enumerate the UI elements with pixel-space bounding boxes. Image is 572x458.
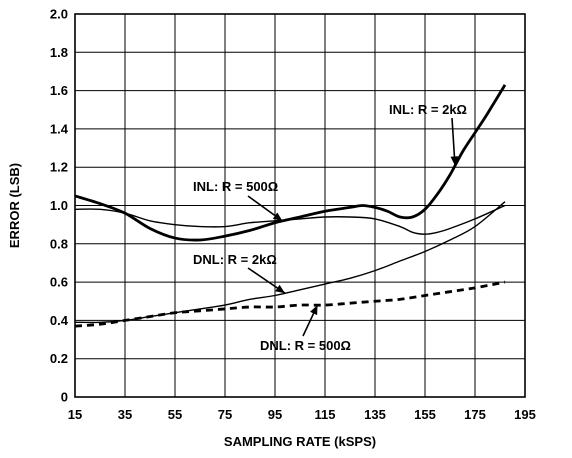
x-tick-label: 155	[414, 407, 436, 422]
series-line-1	[74, 84, 507, 242]
y-tick-label: 1.8	[50, 45, 68, 60]
annotation-arrowhead	[310, 305, 318, 316]
y-tick-label: 1.4	[50, 121, 69, 136]
x-axis-title: SAMPLING RATE (kSPS)	[224, 434, 376, 449]
y-tick-label: 1.0	[50, 198, 68, 213]
y-tick-label: 0	[61, 390, 68, 405]
annotation-label: DNL: R = 500Ω	[260, 338, 351, 353]
y-tick-label: 1.6	[50, 83, 68, 98]
x-tick-label: 175	[464, 407, 486, 422]
x-tick-label: 115	[315, 407, 336, 422]
x-tick-labels: 15 35 55 75 95 115 135 155 175 195	[68, 407, 536, 422]
x-tick-label: 75	[218, 407, 232, 422]
annotation-label: INL: R = 2kΩ	[389, 102, 467, 117]
series-line-4	[74, 280, 506, 328]
y-tick-label: 0.4	[50, 313, 69, 328]
x-tick-label: 195	[514, 407, 536, 422]
series-line-2	[74, 204, 506, 235]
y-tick-label: 0.2	[50, 351, 68, 366]
x-tick-label: 15	[68, 407, 82, 422]
y-tick-label: 0.6	[50, 275, 68, 290]
y-axis-title: ERROR (LSB)	[7, 163, 22, 248]
y-tick-labels: 0 0.2 0.4 0.6 0.8 1.0 1.2 1.4 1.6 1.8 2.0	[50, 7, 69, 405]
annotations: INL: R = 2kΩ INL: R = 500Ω DNL: R = 2kΩ DNL…	[193, 102, 467, 353]
x-tick-label: 35	[118, 407, 132, 422]
annotation-arrowhead	[272, 212, 283, 222]
plot-frame	[74, 13, 526, 398]
annotation-label: INL: R = 500Ω	[193, 179, 278, 194]
series-layer	[74, 84, 507, 328]
y-tick-label: 1.2	[50, 160, 68, 175]
annotation-arrowhead	[450, 156, 459, 166]
x-tick-label: 55	[168, 407, 182, 422]
x-tick-label: 95	[268, 407, 282, 422]
annotation-label: DNL: R = 2kΩ	[193, 252, 277, 267]
x-tick-label: 135	[364, 407, 386, 422]
y-tick-label: 2.0	[50, 7, 68, 22]
annotation-arrowhead	[275, 284, 285, 294]
y-tick-label: 0.8	[50, 236, 68, 251]
